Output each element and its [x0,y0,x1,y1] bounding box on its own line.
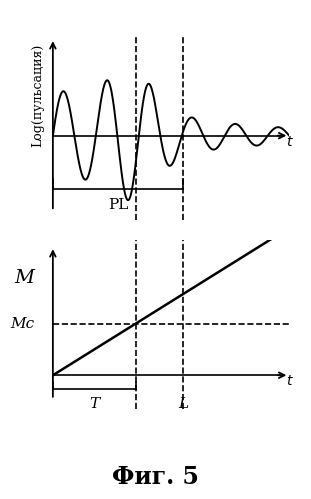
Text: Mc: Mc [10,317,34,331]
Text: Фиг. 5: Фиг. 5 [112,465,199,489]
Text: T: T [89,397,99,411]
Text: M: M [14,268,34,286]
Text: L: L [178,397,188,411]
Text: Log(пульсация): Log(пульсация) [32,43,44,147]
Text: t: t [286,135,291,149]
Text: t: t [286,374,291,388]
Text: PL: PL [108,198,128,212]
